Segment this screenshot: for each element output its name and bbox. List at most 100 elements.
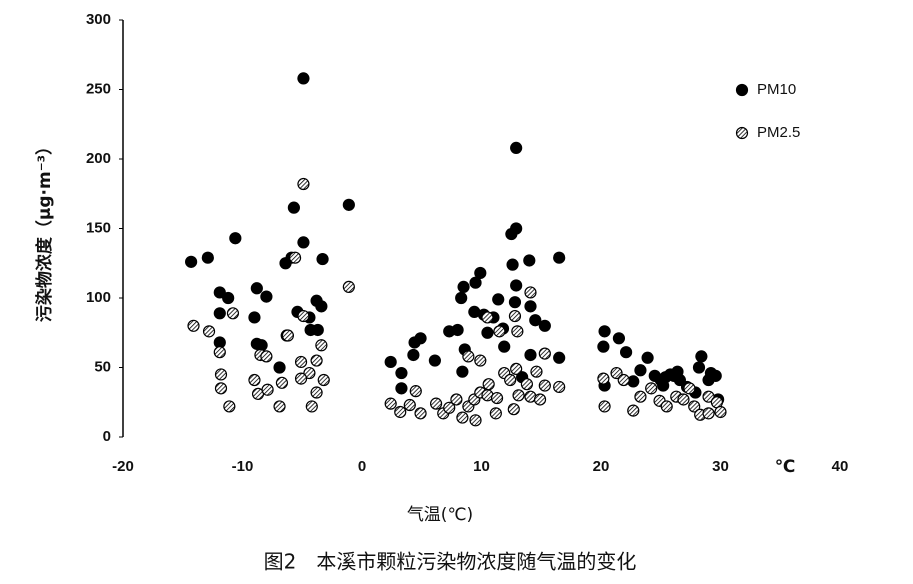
y-tick-label: 100 (86, 289, 111, 306)
point (677, 393, 690, 406)
y-tick-label: 250 (86, 80, 111, 97)
point (450, 393, 463, 406)
point (185, 255, 198, 268)
y-tick-label: 0 (103, 428, 111, 445)
point (510, 362, 523, 375)
point (619, 346, 633, 359)
point (660, 400, 673, 413)
caption: 图2 本溪市颗粒污染物浓度随气温的变化 (264, 550, 637, 574)
point (310, 386, 323, 399)
point (520, 378, 534, 391)
point (281, 329, 295, 342)
point (508, 309, 522, 323)
point (310, 354, 323, 367)
point (695, 350, 708, 363)
x-tick-label: -20 (112, 458, 134, 475)
point (317, 373, 330, 387)
point (533, 393, 547, 406)
point (469, 276, 482, 289)
point (598, 400, 611, 413)
point (469, 414, 482, 427)
y-tick-label: 300 (86, 11, 111, 28)
y-axis-title: 污染物浓度（μg·m⁻³） (34, 138, 55, 322)
point (248, 373, 261, 387)
point (407, 348, 420, 362)
point (692, 361, 706, 374)
point (260, 290, 273, 303)
point (524, 348, 537, 362)
point (288, 251, 302, 264)
point (462, 350, 475, 363)
point (709, 369, 722, 382)
point (683, 382, 696, 395)
point (451, 323, 464, 337)
point (493, 325, 506, 338)
point (634, 364, 647, 377)
point (510, 222, 523, 235)
point (671, 365, 684, 378)
point (508, 296, 522, 309)
y-tick-label: 150 (86, 219, 111, 236)
point (504, 373, 517, 387)
point (617, 373, 630, 387)
point (294, 372, 308, 385)
point (384, 355, 397, 369)
point (287, 201, 300, 214)
point (645, 382, 658, 395)
point (553, 251, 566, 264)
point (507, 403, 520, 416)
x-axis-title: 气温(℃) (407, 505, 473, 525)
point (305, 400, 318, 413)
point (273, 361, 286, 374)
point (311, 323, 324, 337)
x-tick-label: 40 (832, 458, 849, 475)
point (538, 319, 551, 332)
point (523, 254, 536, 267)
point (530, 365, 543, 378)
point (657, 379, 670, 392)
y-tick-label: 200 (86, 150, 111, 167)
point (275, 376, 289, 389)
point (597, 340, 610, 353)
x-tick-label: 30 (712, 458, 729, 475)
point (457, 280, 470, 293)
point (384, 397, 397, 410)
point (429, 397, 443, 410)
point (409, 385, 422, 398)
point (342, 280, 355, 293)
point (538, 379, 551, 392)
point (297, 309, 310, 323)
x-unit-label: ℃ (775, 457, 796, 477)
point (524, 286, 537, 299)
point (443, 401, 456, 414)
point (315, 339, 328, 352)
point (213, 346, 226, 359)
legend-marker (735, 126, 749, 140)
point (498, 340, 511, 353)
point (213, 286, 226, 299)
point (481, 326, 494, 339)
point (627, 404, 640, 417)
point (481, 311, 494, 324)
y-tick-label: 50 (94, 358, 111, 375)
point (403, 398, 416, 412)
point (315, 300, 328, 313)
point (428, 354, 441, 367)
point (414, 332, 427, 345)
point (512, 389, 525, 402)
point (474, 354, 487, 367)
point (222, 291, 235, 305)
point (394, 405, 407, 419)
point (273, 400, 286, 413)
point (187, 319, 200, 332)
point (250, 282, 263, 295)
point (261, 383, 274, 396)
point (702, 390, 715, 403)
point (597, 372, 610, 385)
point (248, 311, 261, 324)
point (538, 347, 551, 360)
point (303, 366, 316, 380)
point (688, 400, 701, 413)
